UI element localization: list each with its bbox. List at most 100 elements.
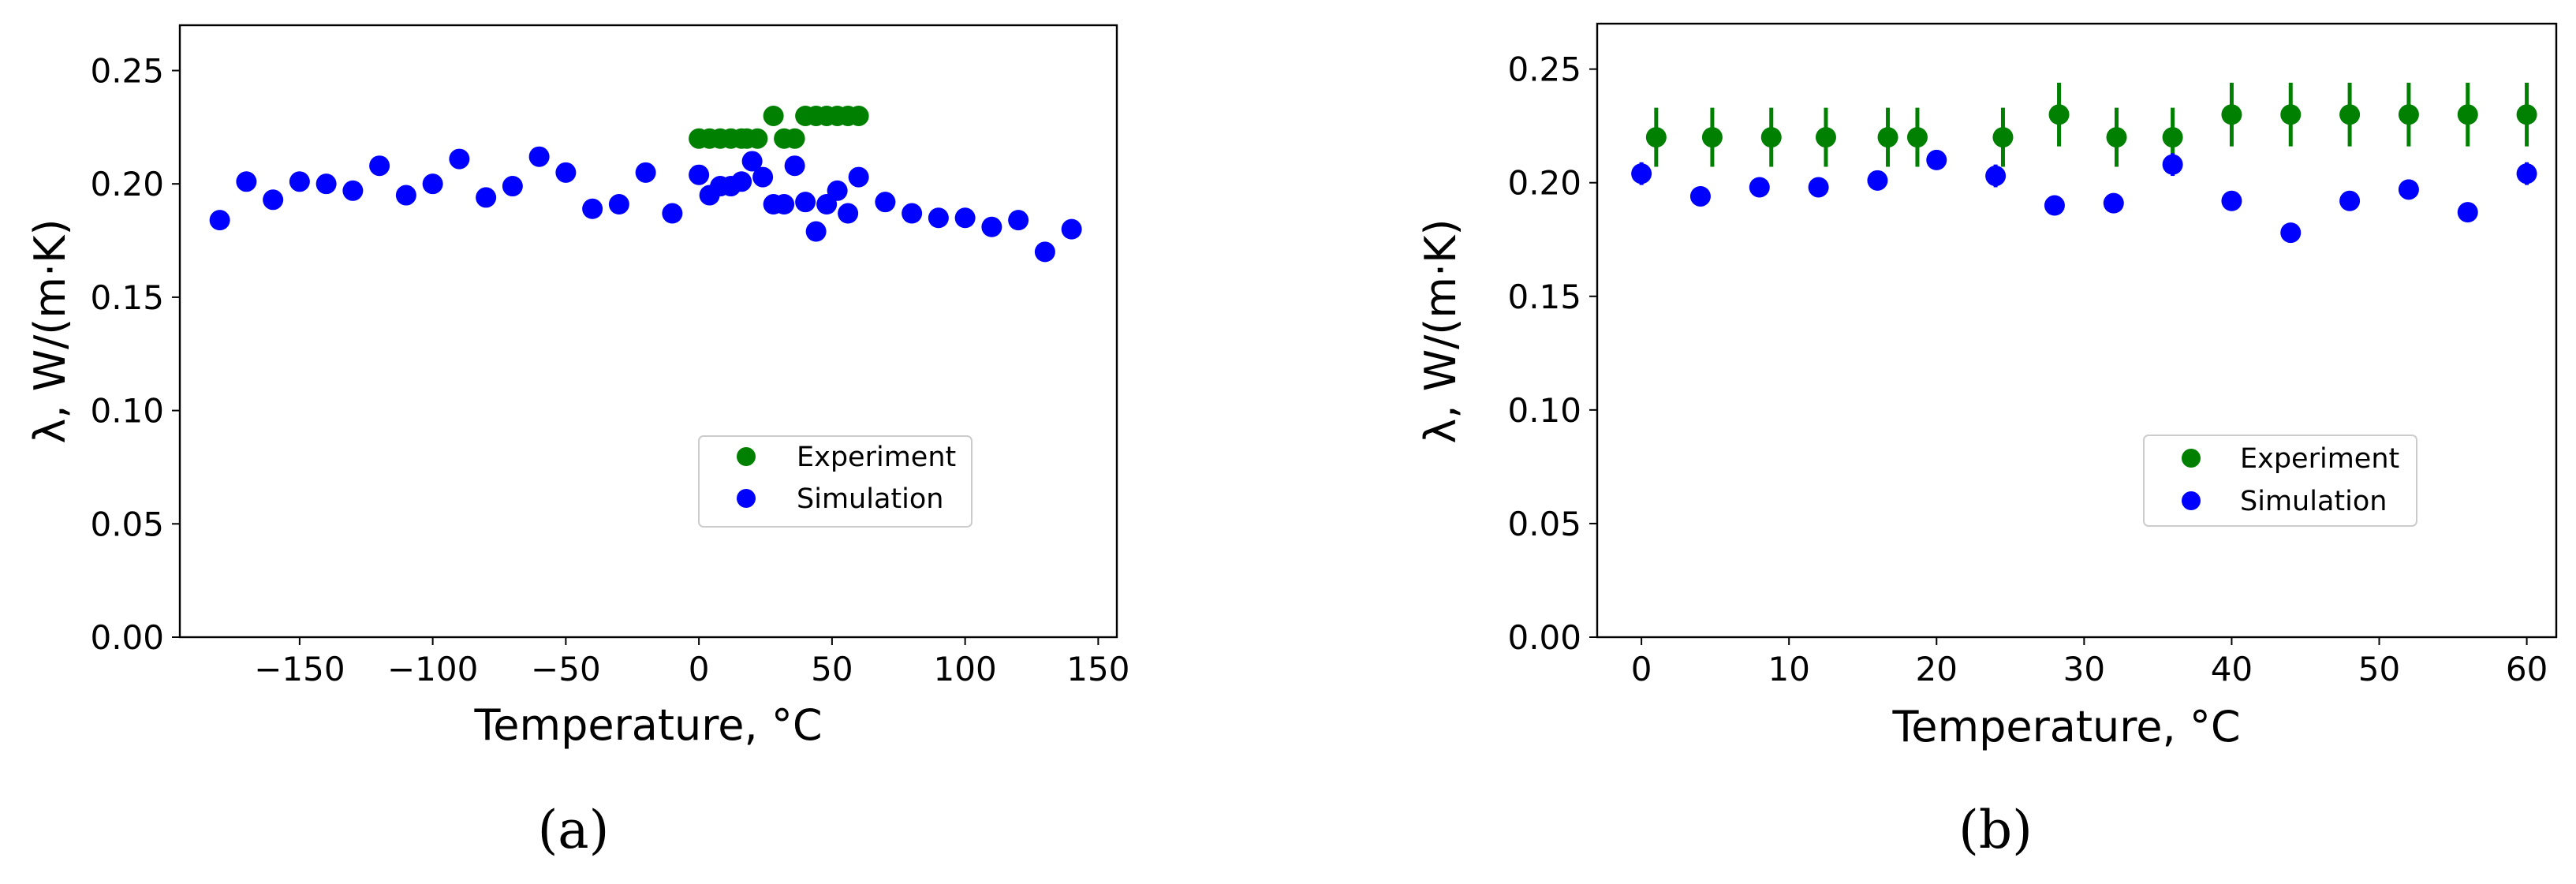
chart-a-ytick-label: 0.25 <box>90 51 164 90</box>
chart-a-simulation-point <box>981 216 1002 237</box>
chart-b-legend-marker-experiment <box>2182 449 2201 468</box>
chart-b-experiment-point <box>2048 104 2070 125</box>
chart-a-simulation-point <box>741 151 763 172</box>
chart-a-simulation-point <box>875 192 896 213</box>
chart-a-plot-frame <box>178 24 1118 639</box>
chart-a-simulation-point <box>902 203 923 224</box>
panel-label-b: (b) <box>1958 800 2033 860</box>
chart-b-simulation-point <box>2221 190 2242 211</box>
chart-b-experiment-point <box>1701 127 1723 148</box>
chart-b-experiment-point <box>1906 127 1928 148</box>
chart-a-legend-marker-simulation <box>737 489 756 508</box>
chart-b-legend-label-experiment: Experiment <box>2240 443 2399 475</box>
chart-a-xlabel: Temperature, °C <box>473 700 822 750</box>
chart-b-ytick-label: 0.20 <box>1507 164 1581 203</box>
chart-b-simulation-point <box>2103 192 2124 214</box>
chart-b-ytick-label: 0.00 <box>1507 618 1581 657</box>
chart-b-ylabel: λ, W/(m·K) <box>1416 218 1465 443</box>
chart-a-simulation-point <box>752 166 774 188</box>
chart-b-simulation-point <box>2457 202 2478 223</box>
chart-b-xtick-label: 60 <box>2506 650 2548 688</box>
chart-b-experiment-point <box>2457 104 2478 125</box>
chart-a-simulation-point <box>954 207 976 229</box>
chart-a-ytick-label: 0.00 <box>90 618 164 657</box>
chart-b-ytick-label: 0.05 <box>1507 505 1581 543</box>
chart-b: 0 10 20 30 40 50 60 0.00 0.05 0.10 0.15 0.20 0.25 Te… <box>1416 22 2558 860</box>
chart-b-simulation-point <box>1689 185 1711 207</box>
chart-a-xtick-label: 0 <box>689 650 710 688</box>
chart-b-simulation-point <box>1631 163 1652 185</box>
chart-b-experiment-point <box>2162 127 2183 148</box>
chart-b-experiment-point <box>1992 127 2014 148</box>
chart-a-legend-label-simulation: Simulation <box>797 483 943 515</box>
chart-a-ytick-label: 0.10 <box>90 392 164 431</box>
chart-b-experiment-point <box>1877 127 1898 148</box>
chart-a-simulation-point <box>774 194 795 215</box>
chart-a-simulation-point <box>422 173 443 195</box>
chart-a-simulation-point <box>263 189 284 211</box>
chart-a-ytick-label: 0.20 <box>90 165 164 203</box>
chart-a-simulation-point <box>582 198 603 219</box>
chart-b-ytick-label: 0.10 <box>1507 391 1581 430</box>
chart-a-simulation-point <box>838 203 859 224</box>
chart-b-legend-marker-simulation <box>2182 491 2201 510</box>
chart-a-simulation-point <box>805 221 827 242</box>
chart-a-ytick-label: 0.15 <box>90 278 164 317</box>
chart-a-simulation-point <box>502 176 523 197</box>
chart-a-ticks: −150 −100 −50 0 50 100 150 0.00 0.05 0.10 0.15 0.20… <box>90 51 1129 688</box>
chart-b-ytick-label: 0.15 <box>1507 278 1581 316</box>
chart-b-xtick-label: 40 <box>2211 650 2253 688</box>
chart-a-ytick-label: 0.05 <box>90 505 164 543</box>
chart-b-simulation-point <box>1985 166 2007 187</box>
chart-a-simulation-point <box>315 173 337 195</box>
chart-a-ylabel: λ, W/(m·K) <box>25 218 75 443</box>
chart-a-simulation-point <box>608 194 629 215</box>
chart-a-simulation-point <box>635 162 656 183</box>
chart-a-simulation-point <box>528 146 550 167</box>
chart-a-xtick-label: 150 <box>1066 650 1129 688</box>
chart-a-simulation-point <box>1008 210 1029 231</box>
chart-a-legend-box <box>698 435 973 528</box>
chart-a-simulation-point <box>289 171 310 192</box>
chart-b-simulation-point <box>1808 177 1829 198</box>
chart-a-simulation-point <box>795 192 816 213</box>
chart-a-simulation-point <box>369 155 390 177</box>
chart-b-legend-label-simulation: Simulation <box>2240 486 2387 517</box>
chart-a-simulation-point <box>1061 218 1082 240</box>
chart-b-legend-box <box>2143 435 2417 527</box>
chart-a-simulation-point <box>209 210 230 231</box>
chart-a-legend-label-experiment: Experiment <box>797 442 956 473</box>
chart-b-plot-frame <box>1596 22 2558 639</box>
chart-b-xtick-label: 30 <box>2063 650 2105 688</box>
chart-b-simulation-point <box>2516 163 2537 185</box>
chart-a-simulation-point <box>827 180 848 201</box>
chart-a-simulation-point <box>1034 241 1055 263</box>
chart-a-simulation-point <box>342 180 364 201</box>
chart-a-simulation-point <box>555 162 577 183</box>
chart-b-xtick-label: 50 <box>2358 650 2400 688</box>
chart-a-legend-marker-experiment <box>737 447 756 466</box>
chart-b-simulation-point <box>2398 179 2419 200</box>
chart-a-simulation-point <box>662 203 683 224</box>
chart-a-experiment-point <box>784 128 805 149</box>
chart-a-simulation-point <box>731 171 752 192</box>
chart-a-simulation-point <box>395 185 416 206</box>
chart-a-simulation-point <box>476 187 497 208</box>
chart-a-simulation-point <box>449 148 470 170</box>
chart-b-experiment-point <box>1815 127 1836 148</box>
chart-b-simulation-point <box>2162 154 2183 175</box>
chart-a-simulation-point <box>848 166 869 188</box>
chart-a-experiment-point <box>747 128 768 149</box>
chart-a-simulation-point <box>784 155 805 177</box>
chart-b-simulation-point <box>2044 195 2065 216</box>
chart-b-experiment-point <box>2280 104 2302 125</box>
chart-b-xtick-label: 20 <box>1916 650 1958 688</box>
chart-a-simulation-point <box>689 164 710 185</box>
chart-b-experiment-point <box>2106 127 2127 148</box>
chart-a-simulation-point <box>928 207 949 229</box>
chart-a-legend: Experiment Simulation <box>698 435 973 528</box>
chart-b-xlabel: Temperature, °C <box>1891 702 2240 752</box>
chart-b-simulation-point <box>2280 222 2302 244</box>
chart-b-ticks: 0 10 20 30 40 50 60 0.00 0.05 0.10 0.15 0.20 0.25 <box>1507 50 2548 688</box>
